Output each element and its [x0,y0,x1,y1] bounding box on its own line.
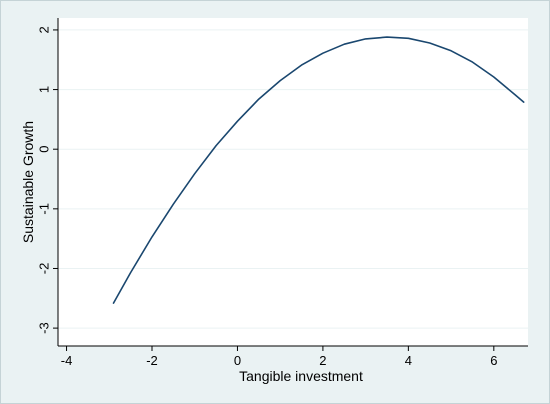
y-axis: -3 -2 -1 0 1 2 [37,18,59,346]
y-axis-title: Sustainable Growth [20,121,36,243]
x-tick-label: 0 [234,353,241,368]
plot-area [58,18,528,346]
y-tick-label: -1 [37,203,52,215]
x-tick-label: -2 [146,353,158,368]
gridlines [58,29,528,329]
y-tick-label: 1 [37,86,52,93]
y-tick-label: 2 [37,26,52,33]
y-tick-label: -2 [37,263,52,275]
x-tick-label: 2 [319,353,326,368]
series-layer [112,36,525,304]
x-axis-title: Tangible investment [239,368,363,384]
x-tick-label: -4 [61,353,73,368]
x-tick-label: 6 [490,353,497,368]
series-line-0 [112,36,525,304]
y-tick-label: -3 [37,322,52,334]
x-axis: -4 -2 0 2 4 6 [58,345,528,368]
y-tick-label: 0 [37,146,52,153]
x-tick-label: 4 [405,353,412,368]
